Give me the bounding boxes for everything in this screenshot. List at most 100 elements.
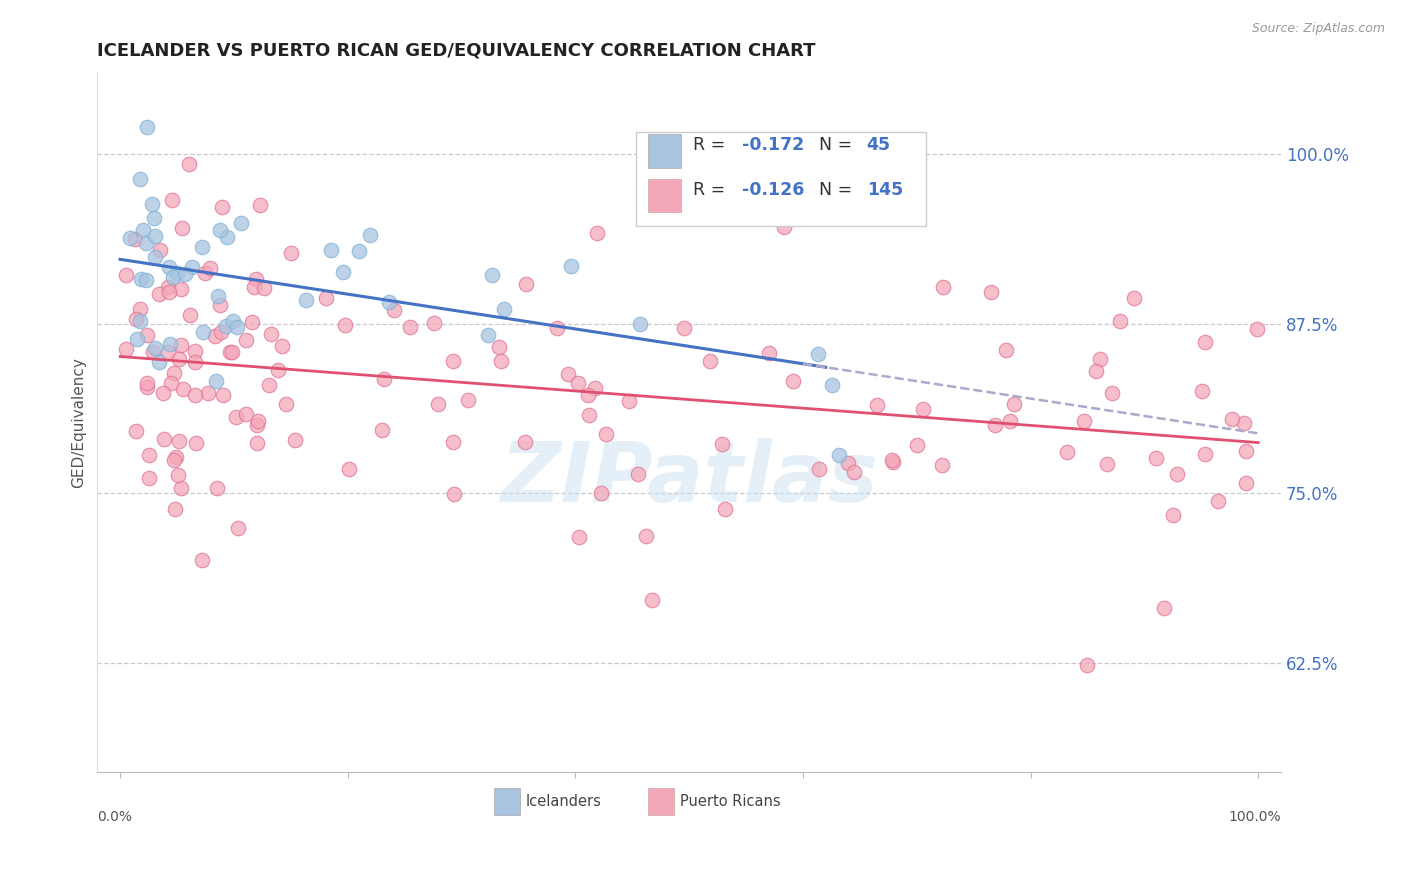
Point — [1123, 291, 1146, 305]
Point — [249, 198, 271, 212]
Point — [1101, 385, 1123, 400]
Point — [170, 481, 193, 495]
Point — [576, 388, 599, 402]
Point — [1194, 447, 1216, 461]
Point — [477, 327, 499, 342]
Point — [276, 397, 298, 411]
Point — [583, 381, 606, 395]
Point — [398, 320, 420, 334]
Point — [218, 344, 240, 359]
Point — [229, 216, 252, 230]
Point — [120, 231, 142, 245]
Point — [515, 277, 537, 292]
Point — [441, 353, 464, 368]
Point — [135, 273, 157, 287]
Point — [136, 376, 159, 390]
Point — [319, 244, 342, 258]
Point — [866, 398, 889, 412]
Point — [159, 337, 181, 351]
Point — [160, 194, 183, 208]
Point — [143, 341, 166, 355]
Point — [217, 230, 239, 244]
Point — [167, 434, 190, 448]
Point — [347, 244, 370, 258]
Point — [911, 402, 934, 417]
Point — [842, 465, 865, 479]
Point — [1085, 364, 1108, 378]
Point — [1056, 444, 1078, 458]
Text: 145: 145 — [866, 181, 903, 199]
Point — [711, 436, 734, 450]
Text: N =: N = — [820, 136, 858, 154]
Point — [235, 333, 257, 347]
Point — [128, 172, 150, 186]
Point — [782, 375, 804, 389]
Point — [149, 244, 172, 258]
Point — [492, 301, 515, 316]
Point — [260, 326, 283, 341]
Y-axis label: GED/Equivalency: GED/Equivalency — [72, 357, 86, 488]
Point — [1076, 657, 1098, 672]
Point — [172, 220, 194, 235]
Point — [166, 266, 188, 280]
Point — [245, 272, 267, 286]
Text: ZIPatlas: ZIPatlas — [501, 437, 879, 518]
Point — [184, 436, 207, 450]
Point — [163, 366, 186, 380]
Point — [124, 312, 146, 326]
Point — [932, 280, 955, 294]
Point — [481, 268, 503, 283]
Text: -0.126: -0.126 — [742, 181, 804, 199]
Point — [1220, 411, 1243, 425]
Point — [221, 344, 243, 359]
Point — [124, 232, 146, 246]
Point — [828, 448, 851, 462]
Point — [337, 462, 360, 476]
Point — [197, 386, 219, 401]
Point — [1144, 450, 1167, 465]
Point — [586, 226, 609, 240]
Point — [167, 468, 190, 483]
Point — [243, 280, 266, 294]
Point — [156, 280, 179, 294]
Point — [1153, 601, 1175, 615]
Point — [211, 388, 233, 402]
Point — [714, 502, 737, 516]
Point — [270, 338, 292, 352]
Text: 100.0%: 100.0% — [1229, 810, 1281, 824]
Point — [198, 261, 221, 276]
Point — [132, 223, 155, 237]
Point — [163, 453, 186, 467]
Point — [1191, 384, 1213, 399]
Point — [1233, 416, 1256, 430]
Point — [136, 327, 159, 342]
Point — [1088, 351, 1111, 366]
Text: Icelanders: Icelanders — [526, 794, 602, 809]
Point — [267, 362, 290, 376]
Point — [138, 448, 160, 462]
Point — [184, 355, 207, 369]
Point — [1095, 457, 1118, 471]
Point — [148, 286, 170, 301]
Point — [837, 457, 859, 471]
Point — [125, 425, 148, 439]
Point — [378, 295, 401, 310]
Point — [515, 435, 537, 450]
Point — [193, 325, 215, 339]
Point — [177, 157, 200, 171]
Text: Source: ZipAtlas.com: Source: ZipAtlas.com — [1251, 22, 1385, 36]
Point — [142, 345, 165, 359]
Point — [143, 229, 166, 244]
Point — [568, 530, 591, 544]
Point — [821, 378, 844, 392]
Point — [373, 372, 395, 386]
Point — [127, 333, 149, 347]
Point — [136, 120, 159, 134]
Point — [595, 427, 617, 442]
Point — [170, 337, 193, 351]
Point — [208, 222, 231, 236]
Point — [235, 407, 257, 421]
Text: ICELANDER VS PUERTO RICAN GED/EQUIVALENCY CORRELATION CHART: ICELANDER VS PUERTO RICAN GED/EQUIVALENC… — [97, 42, 815, 60]
Point — [557, 368, 579, 382]
Point — [560, 259, 582, 273]
